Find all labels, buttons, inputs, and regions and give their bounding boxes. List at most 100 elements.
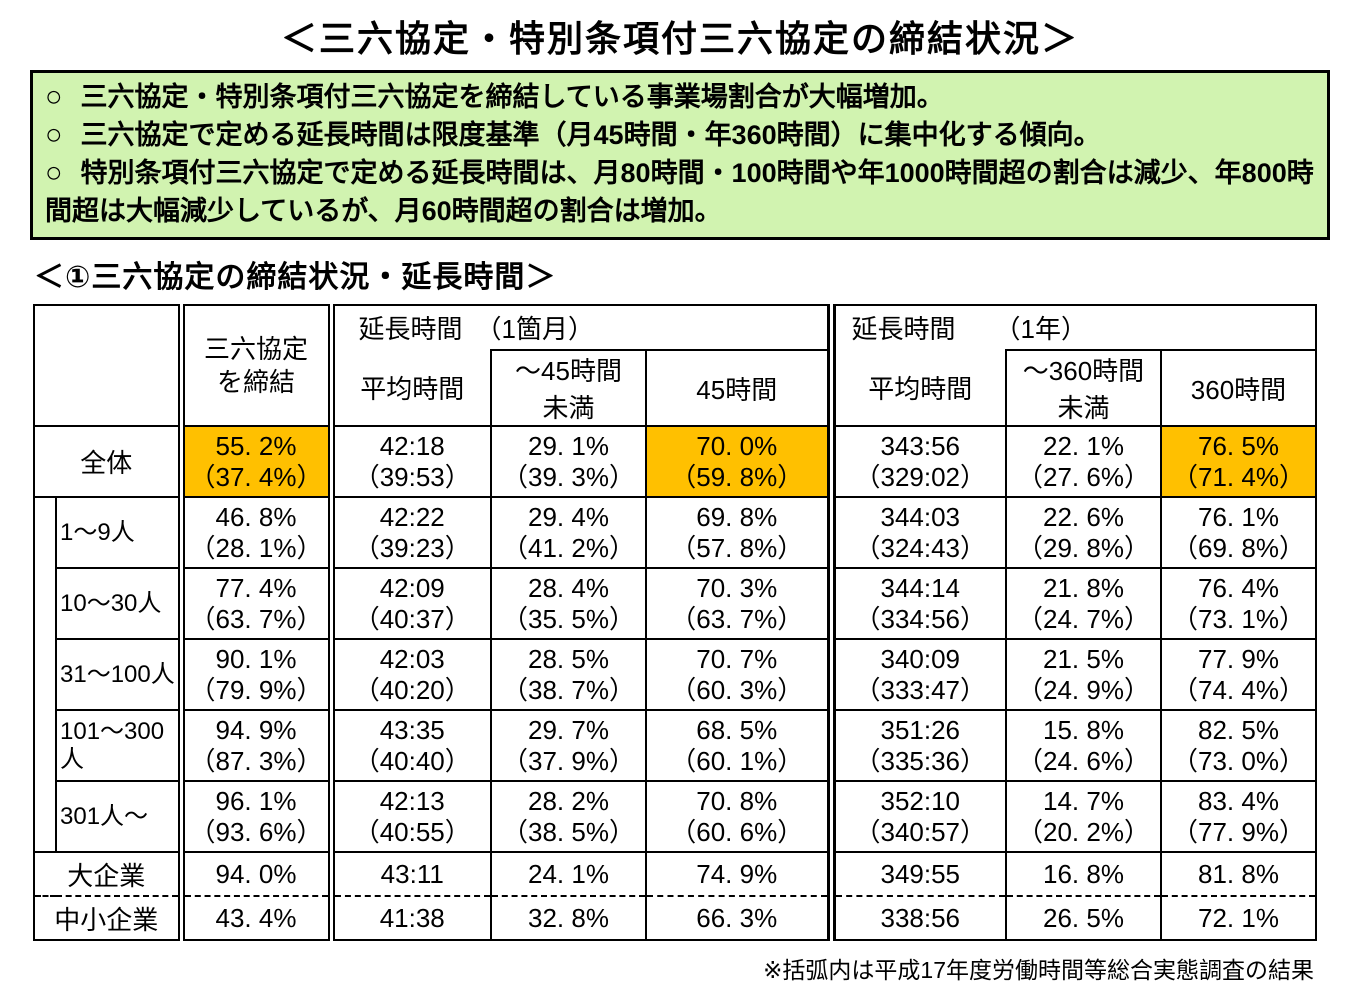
cell-value: 26. 5%	[1043, 902, 1124, 933]
data-cell: 76. 5% （71. 4%）	[1160, 425, 1317, 498]
data-cell: 21. 5% （24. 9%）	[1005, 638, 1162, 711]
cell-value: 41:38	[379, 902, 445, 933]
data-cell: 344:03 （324:43）	[826, 496, 1007, 569]
cell-value: 76. 1%	[1198, 501, 1279, 532]
table-row: 101～300人 94. 9% （87. 3%） 43:35 （40:40） 29. 7%…	[34, 709, 1317, 782]
col-header-avg-year: 平均時間	[826, 350, 1007, 427]
cell-paren-value: （27. 6%）	[1017, 461, 1150, 492]
cell-value: 32. 8%	[528, 902, 609, 933]
cell-value: 29. 4%	[528, 501, 609, 532]
data-cell: 82. 5% （73. 0%）	[1160, 709, 1317, 782]
cell-value: 42:03	[379, 643, 445, 674]
header-row-groups: 三六協定 を締結 延長時間 （1箇月） 延長時間 （1年）	[33, 304, 1317, 427]
cell-paren-value: （63. 7%）	[189, 603, 323, 634]
cell-paren-value: （60. 6%）	[670, 816, 804, 847]
cell-paren-value: （73. 0%）	[1172, 745, 1305, 776]
cell-value: 70. 8%	[696, 785, 778, 816]
cell-value: 43. 4%	[215, 902, 297, 933]
cell-paren-value: （40:55）	[353, 816, 471, 847]
summary-bullet-text: 三六協定・特別条項付三六協定を締結している事業場割合が大幅増加。	[80, 82, 944, 112]
data-cell: 26. 5%	[1005, 895, 1162, 941]
cell-value: 340:09	[880, 643, 961, 674]
cell-paren-value: （24. 9%）	[1017, 674, 1150, 705]
data-cell: 42:22 （39:23）	[327, 496, 492, 569]
data-cell: 41:38	[327, 895, 492, 941]
col-header-agreement: 三六協定 を締結	[177, 304, 332, 427]
cell-value: 352:10	[880, 785, 961, 816]
data-cell: 352:10 （340:57）	[826, 780, 1007, 853]
data-cell: 29. 1% （39. 3%）	[490, 425, 647, 498]
row-label: 10～30人	[55, 567, 182, 640]
data-cell: 32. 8%	[490, 895, 647, 941]
cell-value: 72. 1%	[1198, 902, 1279, 933]
cell-value: 16. 8%	[1043, 858, 1124, 889]
data-cell: 14. 7% （20. 2%）	[1005, 780, 1162, 853]
agreement-table: 三六協定 を締結 延長時間 （1箇月） 延長時間 （1年） 平均時間 ～45時間…	[33, 304, 1317, 941]
cell-paren-value: （59. 8%）	[670, 461, 804, 492]
data-cell: 70. 7% （60. 3%）	[645, 638, 832, 711]
row-label: 301人～	[55, 780, 182, 853]
cell-value: 94. 0%	[215, 858, 297, 889]
col-header-under360: ～360時間 未満	[1005, 349, 1162, 427]
summary-bullet-1: ○ 三六協定・特別条項付三六協定を締結している事業場割合が大幅増加。	[45, 78, 1315, 116]
cell-paren-value: （87. 3%）	[189, 745, 323, 776]
data-cell: 68. 5% （60. 1%）	[645, 709, 832, 782]
data-cell: 42:03 （40:20）	[327, 638, 492, 711]
cell-paren-value: （324:43）	[854, 532, 987, 563]
data-cell: 46. 8% （28. 1%）	[177, 496, 332, 569]
cell-value: 14. 7%	[1043, 785, 1124, 816]
cell-value: 70. 0%	[696, 430, 778, 461]
cell-value: 74. 9%	[696, 858, 778, 889]
cell-value: 43:11	[380, 858, 444, 889]
cell-paren-value: （60. 1%）	[670, 745, 804, 776]
table-body: 全体 55. 2% （37. 4%） 42:18 （39:53） 29. 1% （39. 3…	[33, 425, 1317, 941]
cell-value: 344:03	[880, 501, 961, 532]
summary-bullet-2: ○ 三六協定で定める延長時間は限度基準（月45時間・年360時間）に集中化する傾向…	[45, 116, 1315, 154]
table-row: 中小企業 43. 4% 41:38 32. 8% 66. 3% 338:56 26. 5% 7…	[33, 895, 1317, 941]
data-cell: 94. 0%	[177, 851, 332, 896]
table-row: 10～30人 77. 4% （63. 7%） 42:09 （40:37） 28. 4% （3…	[34, 567, 1317, 640]
row-label: 大企業	[33, 851, 182, 896]
cell-value: 21. 5%	[1043, 643, 1124, 674]
cell-value: 70. 7%	[696, 643, 778, 674]
cell-paren-value: （41. 2%）	[502, 532, 635, 563]
data-cell: 351:26 （335:36）	[826, 709, 1007, 782]
data-cell: 42:18 （39:53）	[327, 425, 492, 498]
cell-value: 22. 1%	[1043, 430, 1124, 461]
cell-value: 42:09	[379, 572, 445, 603]
cell-paren-value: （63. 7%）	[670, 603, 804, 634]
data-cell: 69. 8% （57. 8%）	[645, 496, 832, 569]
cell-value: 24. 1%	[528, 858, 609, 889]
col-group-month: 延長時間 （1箇月）	[327, 304, 832, 350]
cell-paren-value: （73. 1%）	[1172, 603, 1305, 634]
cell-value: 28. 4%	[528, 572, 609, 603]
circle-bullet-icon: ○	[45, 81, 63, 113]
cell-paren-value: （74. 4%）	[1172, 674, 1305, 705]
cell-paren-value: （40:20）	[353, 674, 471, 705]
col-header-under45: ～45時間 未満	[490, 349, 647, 427]
cell-value: 28. 5%	[528, 643, 609, 674]
cell-paren-value: （57. 8%）	[670, 532, 804, 563]
cell-value: 77. 4%	[215, 572, 297, 603]
data-cell: 94. 9% （87. 3%）	[177, 709, 332, 782]
data-cell: 55. 2% （37. 4%）	[177, 425, 332, 498]
cell-value: 66. 3%	[696, 902, 778, 933]
table-row: 大企業 94. 0% 43:11 24. 1% 74. 9% 349:55 16. 8% 81…	[33, 851, 1317, 896]
cell-paren-value: （39:53）	[353, 461, 471, 492]
data-cell: 76. 4% （73. 1%）	[1160, 567, 1317, 640]
section-heading: ＜①三六協定の締結状況・延長時間＞	[34, 261, 557, 294]
cell-paren-value: （38. 5%）	[502, 816, 635, 847]
cell-paren-value: （71. 4%）	[1172, 461, 1305, 492]
summary-box: ○ 三六協定・特別条項付三六協定を締結している事業場割合が大幅増加。 ○ 三六協定で…	[30, 70, 1330, 240]
cell-value: 83. 4%	[1198, 785, 1279, 816]
cell-paren-value: （334:56）	[854, 603, 987, 634]
cell-value: 68. 5%	[696, 714, 778, 745]
cell-value: 28. 2%	[528, 785, 609, 816]
data-cell: 81. 8%	[1160, 851, 1317, 896]
cell-value: 96. 1%	[215, 785, 297, 816]
cell-value: 42:13	[379, 785, 445, 816]
cell-value: 338:56	[880, 902, 961, 933]
row-label: 1～9人	[55, 496, 182, 569]
cell-value: 21. 8%	[1043, 572, 1124, 603]
cell-value: 69. 8%	[696, 501, 778, 532]
